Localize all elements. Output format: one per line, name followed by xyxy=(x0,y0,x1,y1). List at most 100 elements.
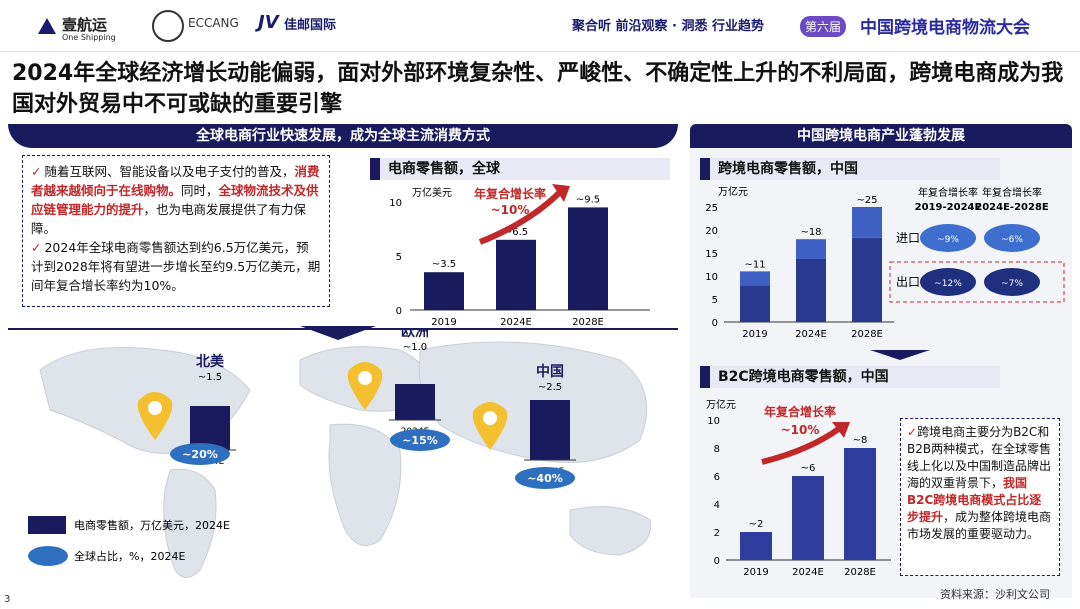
chart1-bar xyxy=(496,239,536,310)
chart2-cagr-header: 年复合增长率 xyxy=(982,186,1042,199)
region-share: ~15% xyxy=(402,434,438,447)
chart3-bar xyxy=(740,532,772,560)
chart1-value-label: ~3.5 xyxy=(432,259,456,270)
jiayou-logo: 佳邮国际 xyxy=(284,18,337,33)
chart1-trend-arrow xyxy=(478,189,563,245)
chart2-cagr-ellipse xyxy=(920,224,976,252)
region-bar xyxy=(190,406,230,450)
page-title: 2024年全球经济增长动能偏弱，面对外部环境复杂性、严峻性、不确定性上升的不利局… xyxy=(12,61,1064,117)
chart2-cagr-value: ~12% xyxy=(934,279,962,289)
chart3-ytick: 10 xyxy=(707,416,720,427)
chart2-ytick: 25 xyxy=(705,203,718,214)
chart2-row-label: 进口 xyxy=(896,231,920,245)
chart2-ytick: 5 xyxy=(712,295,718,306)
chart2-total-label: ~25 xyxy=(856,195,877,206)
chart2-xtick: 2024E xyxy=(795,329,827,340)
location-pin-dot xyxy=(148,401,162,415)
chart1-global-retail: 万亿美元 0 5 10 ~3.5 2019 ~6.5 2024E ~9.5 2028E 年复合增长率… xyxy=(389,184,650,328)
conference-badge: 第六届 xyxy=(800,16,847,37)
chart2-bar-import xyxy=(796,239,826,259)
chart2-cagr-value: ~7% xyxy=(1001,279,1023,289)
region-name: 中国 xyxy=(536,363,564,380)
legend-ellipse-label: 全球占比，%，2024E xyxy=(74,549,185,563)
chart3-trend-arrow xyxy=(761,425,842,465)
chart3-ytick: 0 xyxy=(714,556,720,567)
chart3-ylabel: 万亿元 xyxy=(706,398,736,411)
chart1-xtick: 2024E xyxy=(500,317,532,328)
continent-shape xyxy=(569,506,652,556)
chart1-xtick: 2019 xyxy=(431,317,456,328)
one-shipping-logo-icon xyxy=(38,17,56,34)
chart2-cagr-ellipse xyxy=(920,268,976,296)
jiayou-logo-icon: JV xyxy=(258,12,279,33)
chart2-bar-import xyxy=(740,271,770,286)
region-share: ~20% xyxy=(182,448,218,461)
check-icon: ✓ xyxy=(31,240,42,255)
chart2-cagr-value: ~9% xyxy=(937,235,959,245)
location-pin-icon xyxy=(347,362,383,410)
chart2-total-label: ~18 xyxy=(800,227,821,238)
chart1-ytick: 5 xyxy=(396,252,402,263)
chart3-ytick: 2 xyxy=(714,528,720,539)
region-name: 北美 xyxy=(196,353,225,370)
chart2-header: 跨境电商零售额，中国 xyxy=(700,158,1000,180)
chart1-cagr-label: 年复合增长率 xyxy=(474,186,546,201)
region-name: 欧洲 xyxy=(401,330,429,340)
chart2-crossborder: 万亿元 0 5 10 15 20 25 ~11 2019 ~18 2024E ~25 2028E 年复合增… xyxy=(705,185,1065,340)
chart3-header: B2C跨境电商零售额，中国 xyxy=(700,366,1000,388)
chart3-cagr-label: 年复合增长率 xyxy=(764,404,836,419)
chart1-header: 电商零售额，全球 xyxy=(370,158,670,180)
region-share: ~40% xyxy=(527,472,563,485)
chart1-xtick: 2028E xyxy=(572,317,604,328)
page-number: 3 xyxy=(4,594,11,605)
chart1-bar xyxy=(568,207,608,310)
global-ecommerce-textbox: ✓ 随着互联网、智能设备以及电子支付的普及，消费者越来越倾向于在线购物。同时，全球… xyxy=(22,155,330,307)
chart2-export-highlight xyxy=(889,261,1065,303)
chart2-xtick: 2019 xyxy=(742,329,767,340)
bullet-2: ✓ 2024年全球电商零售额达到约6.5万亿美元，预计到2028年将有望进一步增长… xyxy=(31,240,321,293)
region-value: ~2.5 xyxy=(538,382,562,393)
chart1-arrow-head xyxy=(552,184,570,202)
chart3-xtick: 2019 xyxy=(743,567,768,578)
location-pin-dot xyxy=(483,411,497,425)
location-pin-icon xyxy=(137,392,173,440)
conference-title: 中国跨境电商物流大会 xyxy=(860,18,1030,38)
region-value: ~1.0 xyxy=(403,342,427,353)
chart2-ylabel: 万亿元 xyxy=(718,185,748,198)
chart2-xtick: 2028E xyxy=(851,329,883,340)
legend-bar-label: 电商零售额，万亿美元，2024E xyxy=(74,518,230,532)
chart2-cagr-period: 2019-2024E xyxy=(915,202,982,213)
chart3-cagr-value: ~10% xyxy=(781,423,820,437)
bullet-1: ✓ 随着互联网、智能设备以及电子支付的普及，消费者越来越倾向于在线购物。同时，全球… xyxy=(31,164,320,236)
chart3-xtick: 2028E xyxy=(844,567,876,578)
chevron-down-icon xyxy=(300,326,376,340)
chart2-row-label: 出口 xyxy=(896,275,920,289)
chart1-cagr-value: ~10% xyxy=(491,203,530,217)
b2c-note-box: ✓跨境电商主要分为B2C和B2B两种模式，在全球零售线上化以及中国制造品牌出海的… xyxy=(900,418,1060,576)
one-shipping-logo: 壹航运 One Shipping xyxy=(38,14,116,42)
region-bar xyxy=(395,384,435,420)
chart2-cagr-ellipse xyxy=(984,268,1040,296)
legend-bar-swatch xyxy=(28,516,66,534)
eccang-logo-icon xyxy=(152,10,184,42)
chart3-bar xyxy=(792,476,824,560)
location-pin-icon xyxy=(472,402,508,450)
chart2-bar-import xyxy=(852,207,882,238)
right-section-header: 中国跨境电商产业蓬勃发展 xyxy=(690,124,1072,148)
region-bar xyxy=(530,400,570,460)
chart3-value-label: ~2 xyxy=(749,519,764,530)
chart2-bar-export xyxy=(796,258,826,322)
world-map: 北美~1.52024E~20%欧洲~1.02024E~15%中国~2.52024… xyxy=(28,330,652,578)
chart2-bar-export xyxy=(852,237,882,322)
region-share-ellipse xyxy=(170,443,230,465)
eccang-logo: ECCANG xyxy=(188,16,239,30)
legend-ellipse-swatch xyxy=(28,546,68,566)
chart2-cagr-ellipse xyxy=(984,224,1040,252)
continent-shape xyxy=(163,468,217,578)
chart3-ytick: 8 xyxy=(714,444,720,455)
chart3-ytick: 6 xyxy=(714,472,720,483)
region-share-ellipse xyxy=(515,467,575,489)
chart1-ylabel: 万亿美元 xyxy=(412,186,452,199)
chart1-ytick: 0 xyxy=(396,306,402,317)
chevron-down-icon xyxy=(870,350,930,360)
